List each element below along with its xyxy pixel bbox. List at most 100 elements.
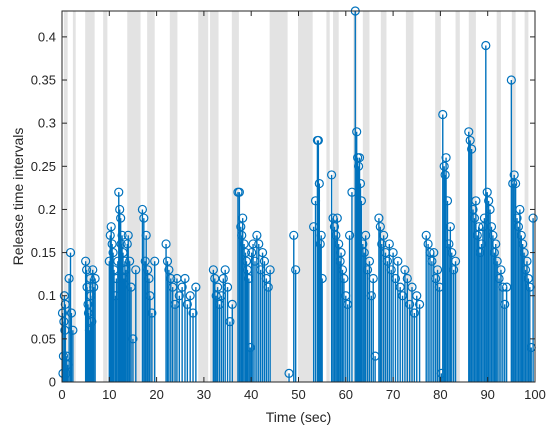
x-tick-label: 90 xyxy=(480,387,494,402)
stem-marker xyxy=(164,265,174,275)
stem-marker xyxy=(174,291,184,301)
stem-marker xyxy=(106,222,116,232)
y-tick-label: 0 xyxy=(49,375,56,390)
stem-marker xyxy=(265,265,275,275)
stem-marker xyxy=(252,230,262,240)
stem-marker xyxy=(471,196,481,206)
shaded-interval xyxy=(198,11,209,382)
stem-marker xyxy=(81,265,92,275)
stem-marker xyxy=(352,127,362,137)
stem-marker xyxy=(90,273,100,284)
x-tick-label: 0 xyxy=(58,387,65,402)
stem-marker xyxy=(400,265,410,275)
stem-marker xyxy=(145,291,155,301)
x-tick-label: 80 xyxy=(433,387,447,402)
stem-marker xyxy=(85,273,95,284)
shaded-interval xyxy=(85,11,95,382)
stem-marker xyxy=(494,273,504,284)
stem-marker xyxy=(520,265,531,275)
stem-marker xyxy=(486,222,497,232)
stem-marker xyxy=(450,256,461,266)
shaded-interval xyxy=(169,11,178,382)
shaded-interval xyxy=(147,11,155,382)
shaded-interval xyxy=(326,11,330,382)
stem-marker xyxy=(442,196,453,206)
stem-marker xyxy=(213,282,223,292)
x-axis-label: Time (sec) xyxy=(266,409,332,425)
stem-marker xyxy=(496,265,506,275)
stem-marker xyxy=(358,239,368,249)
stem-marker xyxy=(382,256,393,266)
stem-marker xyxy=(374,213,384,223)
stem-marker xyxy=(441,153,451,163)
shaded-interval xyxy=(231,11,239,382)
stem-marker xyxy=(218,273,228,284)
stem-marker xyxy=(117,230,127,240)
x-tick-label: 100 xyxy=(524,387,546,402)
stem-marker xyxy=(368,273,378,284)
stem-marker xyxy=(208,265,218,275)
stem-marker xyxy=(284,368,294,378)
stem-marker xyxy=(59,291,69,301)
stem-marker xyxy=(444,239,454,249)
stem-marker xyxy=(432,265,443,275)
stem-marker xyxy=(489,247,499,258)
stem-marker xyxy=(220,265,230,275)
stem-marker xyxy=(485,204,495,215)
y-tick-label: 0.05 xyxy=(31,331,56,346)
y-tick-label: 0.25 xyxy=(31,159,56,174)
stem-marker xyxy=(180,273,190,284)
stem-series xyxy=(57,6,538,382)
stem-marker xyxy=(114,187,124,197)
stem-marker xyxy=(464,127,474,137)
stem-marker xyxy=(384,239,394,249)
stem-marker xyxy=(83,299,93,309)
stem-marker xyxy=(439,161,449,171)
stem-marker xyxy=(429,247,439,258)
stem-marker xyxy=(66,308,77,318)
stem-marker xyxy=(107,239,117,249)
shaded-interval xyxy=(435,11,441,382)
shaded-interval xyxy=(210,11,219,382)
stem-marker xyxy=(144,273,154,284)
stem-marker xyxy=(508,178,518,189)
stem-marker xyxy=(423,239,433,249)
stem-marker xyxy=(528,213,538,223)
stem-marker xyxy=(465,135,475,146)
stem-marker xyxy=(502,282,512,292)
stem-marker xyxy=(519,247,529,258)
stem-marker xyxy=(89,282,99,292)
stem-marker xyxy=(356,196,367,206)
stem-marker xyxy=(500,299,510,309)
x-tick-label: 30 xyxy=(197,387,211,402)
stem-marker xyxy=(185,291,195,301)
stem-marker xyxy=(440,170,450,180)
stem-marker xyxy=(234,187,244,197)
stem-marker xyxy=(247,247,257,258)
stem-marker xyxy=(191,282,201,292)
stem-marker xyxy=(131,265,141,275)
stem-marker xyxy=(68,325,78,335)
stem-marker xyxy=(366,291,376,301)
stem-marker xyxy=(140,256,150,266)
stem-marker xyxy=(414,299,425,309)
stem-marker xyxy=(431,273,441,284)
stem-marker xyxy=(482,187,492,197)
stem-marker xyxy=(147,308,157,318)
stem-marker xyxy=(484,196,494,206)
stem-marker xyxy=(122,239,132,249)
stem-marker xyxy=(254,239,264,249)
stem-marker xyxy=(141,230,151,240)
stem-marker xyxy=(335,256,345,266)
stem-marker xyxy=(395,282,405,292)
stem-marker xyxy=(506,75,516,85)
stem-marker xyxy=(211,291,221,301)
stem-marker xyxy=(238,213,248,223)
stem-marker xyxy=(105,230,115,240)
stem-marker xyxy=(317,273,327,284)
stem-marker xyxy=(379,230,389,240)
stem-marker xyxy=(447,247,457,258)
stem-marker xyxy=(509,170,519,180)
stem-marker xyxy=(139,213,149,223)
stem-marker xyxy=(108,247,118,258)
